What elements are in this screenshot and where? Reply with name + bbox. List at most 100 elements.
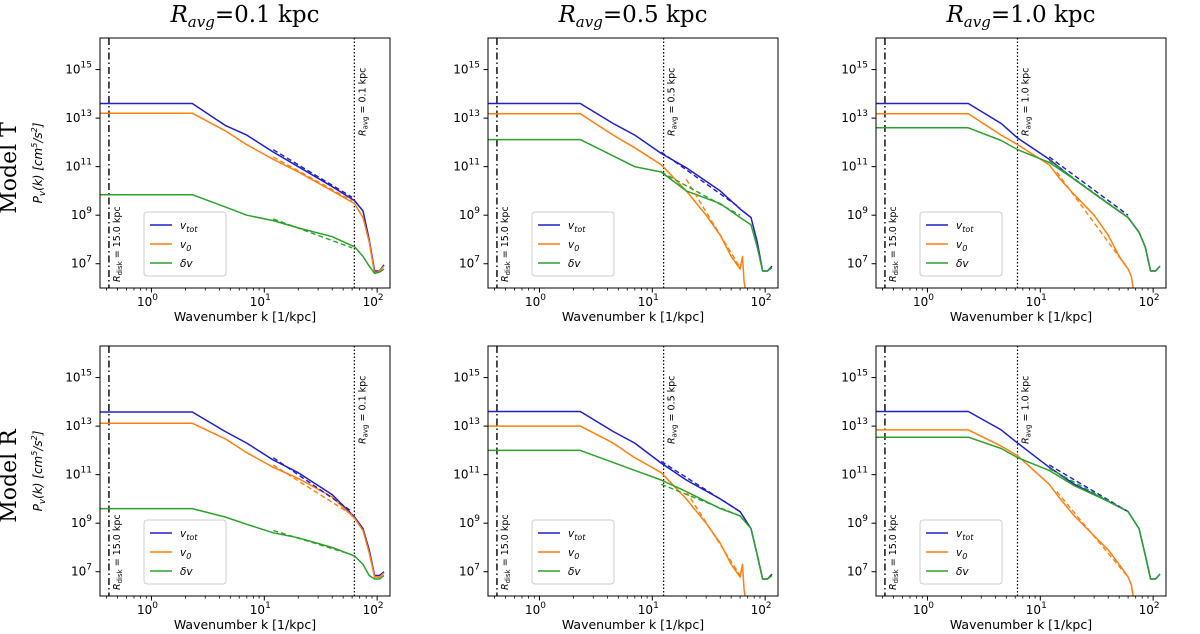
y-tick-label: 1013 (453, 109, 480, 125)
y-tick-label: 1011 (453, 466, 480, 482)
panel: 100 101 102 107 109 1011 1013 1015 Wavenumber k … (453, 345, 779, 632)
fit-line-dv (1048, 467, 1129, 513)
x-tick-label: 101 (1026, 601, 1047, 617)
series-line-v0 (488, 425, 746, 596)
series-line-v0 (488, 113, 746, 288)
legend-label-dv: δv (956, 258, 969, 270)
fit-line-dv (660, 483, 741, 517)
x-tick-label: 101 (1026, 293, 1047, 309)
panel: 100 101 102 107 109 1011 1013 1015 Wavenumber k … (30, 345, 391, 632)
x-tick-label: 101 (250, 293, 271, 309)
plot-area (100, 38, 385, 288)
legend-label-vtot: vtot (568, 528, 586, 542)
legend: vtot v0 δv (143, 519, 227, 585)
legend-label-v0: v0 (180, 547, 191, 561)
x-tick-label: 100 (525, 601, 546, 617)
row-title: Model T (0, 122, 22, 214)
legend-box (143, 211, 227, 277)
x-axis-label: Wavenumber k [1/kpc] (950, 617, 1092, 632)
rdisk-label: Rdisk = 15.0 kpc (888, 206, 900, 282)
series-line-dv (488, 138, 773, 272)
fit-line-dv (1048, 159, 1129, 219)
fit-line-v0 (685, 178, 741, 268)
y-tick-label: 1015 (841, 61, 868, 77)
panel: 100 101 102 107 109 1011 1013 1015 Wavenumber k … (841, 37, 1167, 324)
x-tick-label: 102 (751, 293, 772, 309)
legend: vtot v0 δv (531, 211, 615, 277)
legend: vtot v0 δv (919, 519, 1003, 585)
fit-line-v0 (685, 491, 741, 576)
column-title: Ravg=1.0 kpc (945, 2, 1095, 31)
titles: Ravg=0.1 kpc Ravg=0.5 kpc Ravg=1.0 kpc Mode… (0, 2, 1096, 523)
series-line-vtot (488, 410, 773, 580)
axes-frame (875, 345, 1167, 597)
legend-box (919, 211, 1003, 277)
plot-area (488, 346, 773, 596)
y-tick-label: 1013 (65, 109, 92, 125)
axes-frame (875, 37, 1167, 289)
fit-line-vtot (660, 151, 741, 209)
legend-label-dv: δv (180, 566, 193, 578)
legend-label-v0: v0 (568, 547, 579, 561)
x-tick-label: 102 (363, 293, 384, 309)
y-tick-label: 1015 (65, 369, 92, 385)
y-tick-label: 1015 (453, 369, 480, 385)
legend-label-vtot: vtot (956, 220, 974, 234)
legend-box (143, 519, 227, 585)
fit-line-v0 (1056, 171, 1129, 270)
y-tick-label: 109 (847, 514, 868, 530)
series-line-v0 (100, 112, 385, 275)
series-line-v0 (876, 429, 1134, 596)
y-tick-label: 1015 (841, 369, 868, 385)
plot-area (100, 346, 385, 596)
y-tick-label: 107 (71, 255, 92, 271)
x-tick-label: 101 (250, 601, 271, 617)
legend-label-vtot: vtot (956, 528, 974, 542)
y-tick-label: 1011 (841, 466, 868, 482)
fit-line-v0 (272, 156, 353, 202)
x-tick-label: 100 (137, 293, 158, 309)
y-tick-label: 109 (459, 206, 480, 222)
y-axis-label: Pv(k) [cm5/s2] (30, 122, 48, 203)
legend-box (919, 519, 1003, 585)
series-line-vtot (100, 102, 385, 272)
x-axis-label: Wavenumber k [1/kpc] (950, 309, 1092, 324)
axes-frame (99, 345, 391, 597)
series-line-v0 (100, 422, 385, 578)
y-tick-label: 1011 (453, 158, 480, 174)
x-tick-label: 101 (638, 293, 659, 309)
legend-label-dv: δv (956, 566, 969, 578)
fit-line-vtot (1048, 156, 1129, 216)
y-tick-label: 1011 (65, 466, 92, 482)
y-tick-label: 107 (459, 255, 480, 271)
panel: 100 101 102 107 109 1011 1013 1015 Wavenumber k … (453, 37, 779, 324)
x-axis-label: Wavenumber k [1/kpc] (174, 617, 316, 632)
legend-label-vtot: vtot (180, 528, 198, 542)
ravg-label: Ravg = 1.0 kpc (1020, 68, 1032, 136)
ravg-label: Ravg = 0.5 kpc (667, 68, 679, 136)
ravg-label: Ravg = 1.0 kpc (1020, 376, 1032, 444)
x-tick-label: 100 (913, 601, 934, 617)
y-tick-label: 107 (71, 563, 92, 579)
column-title: Ravg=0.5 kpc (557, 2, 707, 31)
fit-line-dv (273, 529, 353, 556)
series-line-dv (100, 507, 385, 580)
legend-label-dv: δv (180, 258, 193, 270)
y-tick-label: 1013 (65, 417, 92, 433)
panels: 100 101 102 107 109 1011 1013 1015 Wavenumber k … (30, 37, 1167, 632)
series-line-v0 (876, 113, 1134, 288)
series-line-vtot (488, 102, 773, 272)
x-tick-label: 100 (137, 601, 158, 617)
x-tick-label: 100 (525, 293, 546, 309)
fit-line-vtot (272, 149, 353, 198)
y-tick-label: 107 (847, 255, 868, 271)
legend-label-vtot: vtot (568, 220, 586, 234)
x-tick-label: 100 (913, 293, 934, 309)
legend-label-v0: v0 (568, 239, 579, 253)
ravg-label: Ravg = 0.5 kpc (667, 376, 679, 444)
axes-frame (487, 345, 779, 597)
plot-area (488, 38, 773, 288)
x-tick-label: 102 (751, 601, 772, 617)
y-tick-label: 107 (459, 563, 480, 579)
fit-line-v0 (1056, 491, 1129, 578)
